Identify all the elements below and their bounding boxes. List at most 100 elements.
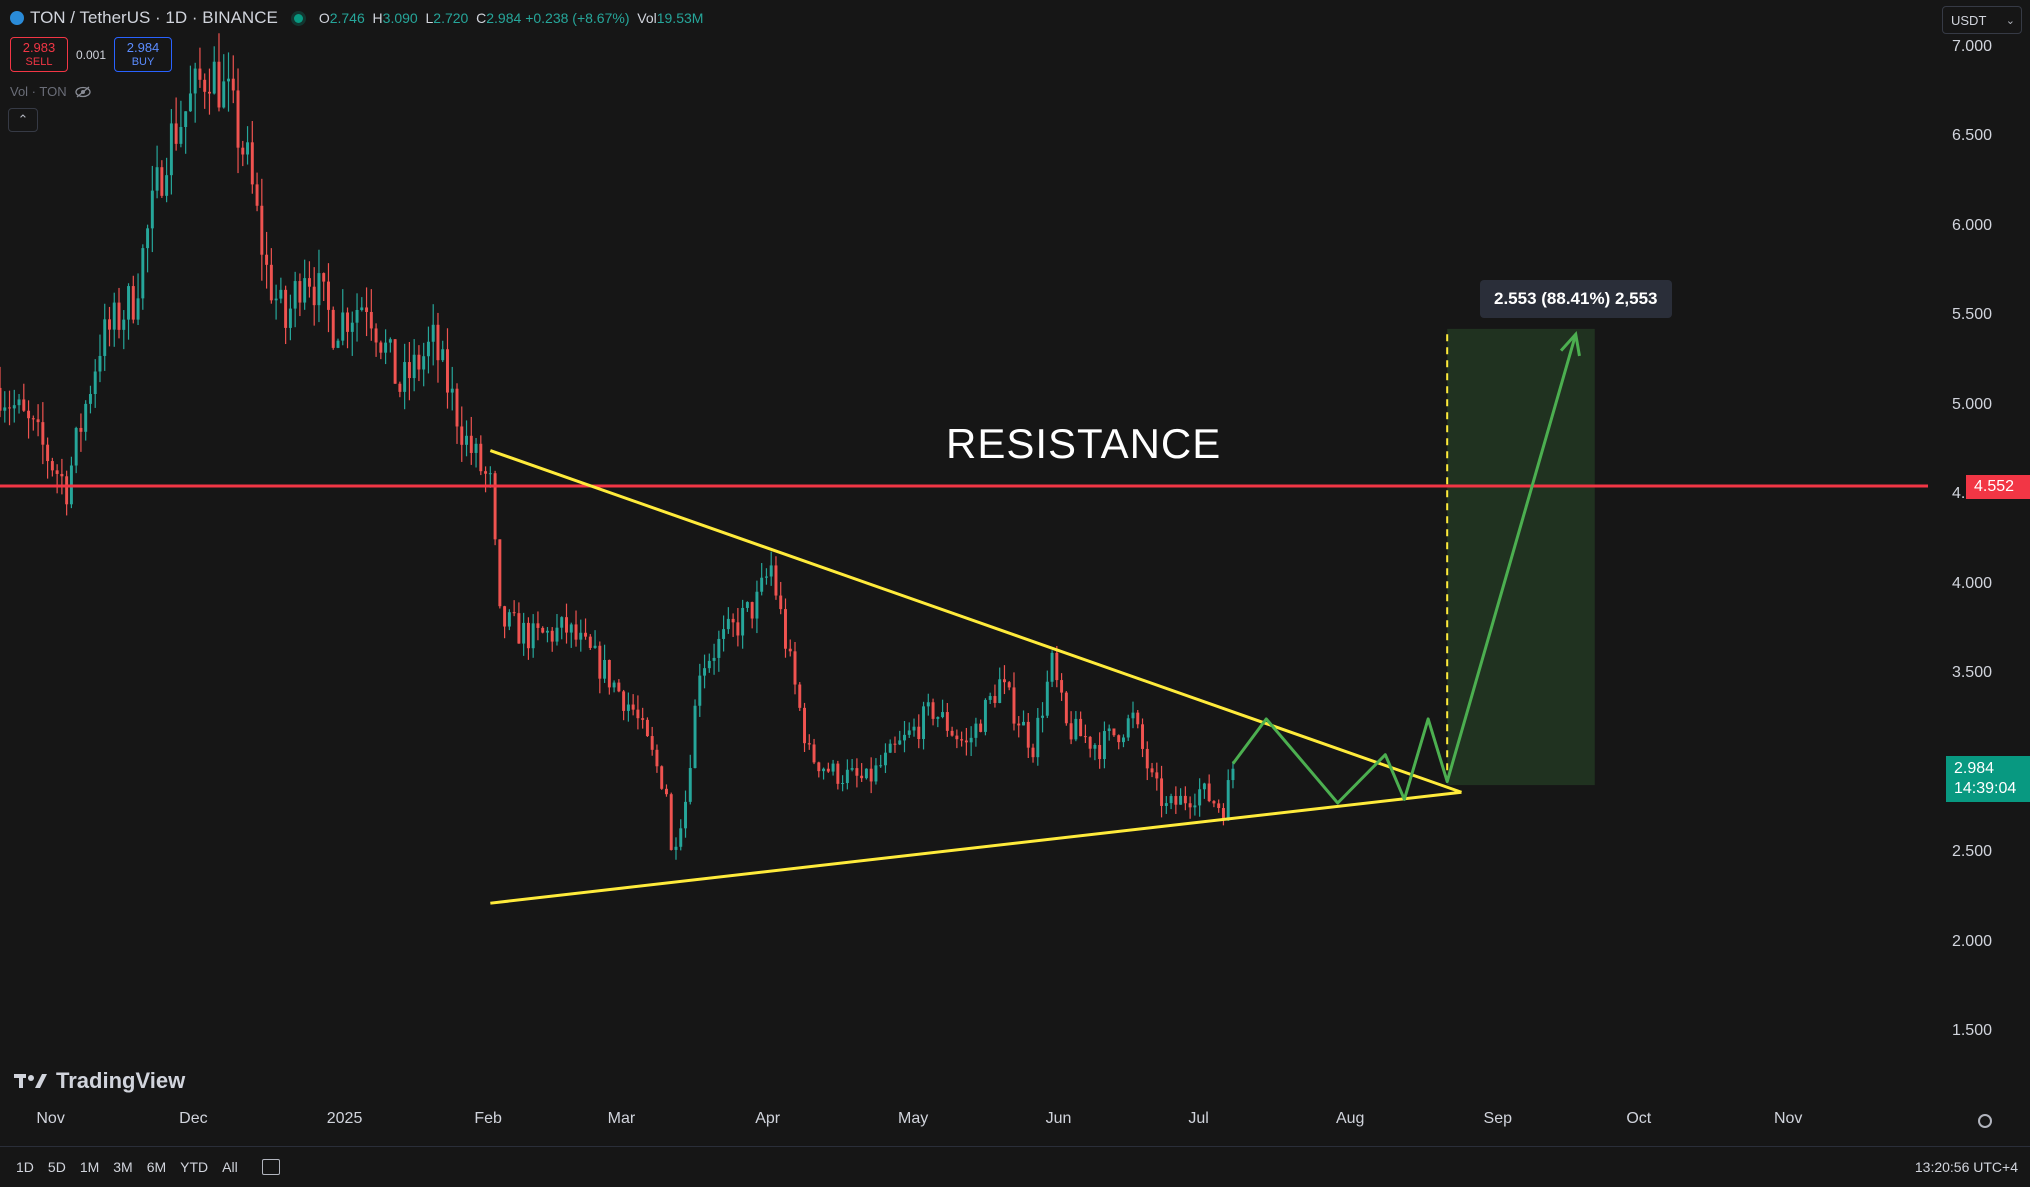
candle-body xyxy=(1107,728,1111,732)
clock[interactable]: 13:20:56 UTC+4 xyxy=(1914,1159,2018,1175)
price-axis-label: 4.000 xyxy=(1951,574,1992,592)
change-value: +0.238 (+8.67%) xyxy=(525,10,630,26)
candle-body xyxy=(341,312,345,341)
candle-body xyxy=(450,388,454,393)
candle-body xyxy=(731,618,735,623)
candle-body xyxy=(550,630,554,642)
sell-button[interactable]: 2.983 SELL xyxy=(10,37,68,72)
currency-selector[interactable]: USDT ⌄ xyxy=(1942,6,2022,34)
symbol-legend[interactable]: TON / TetherUS · 1D · BINANCE O2.746 H3.… xyxy=(10,8,703,28)
candle-body xyxy=(845,769,849,784)
time-axis-label: Feb xyxy=(474,1110,502,1127)
candle-body xyxy=(108,319,111,330)
candle-body xyxy=(1207,783,1211,802)
candle-body xyxy=(898,740,902,745)
candle-body xyxy=(326,281,330,310)
candle-body xyxy=(974,723,978,738)
candle-body xyxy=(365,307,369,312)
candle-body xyxy=(941,712,945,718)
volume-value: 19.53M xyxy=(656,10,704,26)
candle-body xyxy=(565,617,568,633)
candle-body xyxy=(960,739,964,741)
candle-body xyxy=(1198,789,1202,806)
candle-body xyxy=(22,399,26,411)
range-1d-button[interactable]: 1D xyxy=(16,1159,34,1175)
calendar-icon[interactable] xyxy=(261,1159,280,1175)
range-1m-button[interactable]: 1M xyxy=(79,1159,100,1175)
candle-body xyxy=(336,340,340,348)
candle-body xyxy=(574,624,578,640)
candle-body xyxy=(1112,728,1116,736)
candle-body xyxy=(265,254,269,265)
chevron-up-icon[interactable]: ⌃ xyxy=(8,108,38,132)
range-6m-button[interactable]: 6M xyxy=(146,1159,167,1175)
candle-body xyxy=(860,775,864,779)
candle-body xyxy=(1193,805,1197,808)
resistance-annotation[interactable]: RESISTANCE xyxy=(946,420,1222,467)
candle-body xyxy=(1226,780,1230,821)
candle-body xyxy=(1221,808,1225,821)
candle-body xyxy=(798,684,802,708)
candle-body xyxy=(231,78,235,91)
market-open-icon xyxy=(293,13,303,23)
candle-body xyxy=(1055,652,1059,681)
candle-body xyxy=(1036,717,1040,758)
candle-body xyxy=(936,717,940,719)
candle-body xyxy=(455,388,459,427)
candle-body xyxy=(46,444,50,462)
candle-body xyxy=(79,427,83,432)
candle-body xyxy=(1169,796,1173,804)
symbol-title[interactable]: TON / TetherUS · 1D · BINANCE xyxy=(30,8,278,27)
candle-body xyxy=(1022,721,1025,726)
high-value: 3.090 xyxy=(382,10,418,26)
candle-body xyxy=(246,142,250,155)
candle-body xyxy=(793,651,797,685)
measure-label[interactable]: 2.553 (88.41%) 2,553 xyxy=(1480,280,1672,318)
range-3m-button[interactable]: 3M xyxy=(113,1159,133,1175)
candle-body xyxy=(526,622,530,649)
candle-body xyxy=(569,624,573,633)
ohlc-values: O2.746 H3.090 L2.720 C2.984 +0.238 (+8.6… xyxy=(318,10,704,26)
price-chart[interactable] xyxy=(0,0,1928,1108)
candle-body xyxy=(493,473,497,540)
range-5d-button[interactable]: 5D xyxy=(47,1159,66,1175)
candle-body xyxy=(203,79,207,92)
tradingview-watermark: TradingView xyxy=(14,1068,185,1094)
candle-body xyxy=(1136,712,1140,725)
candle-body xyxy=(488,473,492,475)
candle-body xyxy=(1083,736,1087,738)
close-value: 2.984 xyxy=(486,10,522,26)
candle-body xyxy=(412,354,416,379)
candle-body xyxy=(407,362,411,379)
volume-indicator-label[interactable]: Vol · TON xyxy=(10,84,91,99)
candle-body xyxy=(469,435,473,453)
candle-body xyxy=(0,387,2,411)
candle-body xyxy=(812,744,816,763)
arrow-head-icon xyxy=(1559,330,1581,357)
range-ytd-button[interactable]: YTD xyxy=(180,1159,209,1175)
candle-body xyxy=(545,630,549,633)
time-axis-label: Sep xyxy=(1483,1110,1513,1127)
candle-body xyxy=(579,632,583,640)
candle-body xyxy=(222,81,226,108)
tradingview-logo-icon xyxy=(14,1074,47,1088)
time-axis-label: 2025 xyxy=(326,1110,363,1127)
candle-body xyxy=(322,273,326,282)
candle-body xyxy=(736,622,740,636)
candle-body xyxy=(983,699,987,732)
candle-body xyxy=(293,281,297,309)
bar-countdown: 14:39:04 xyxy=(1954,780,2017,797)
candle-body xyxy=(1017,723,1021,726)
eye-off-icon[interactable] xyxy=(74,86,91,98)
price-axis-label: 6.500 xyxy=(1951,127,1992,145)
candle-body xyxy=(1179,795,1183,805)
candle-body xyxy=(607,660,611,688)
candle-body xyxy=(1174,796,1178,805)
candle-body xyxy=(712,657,716,661)
range-all-button[interactable]: All xyxy=(222,1159,238,1175)
settings-icon[interactable] xyxy=(1978,1114,1992,1128)
candle-body xyxy=(169,123,173,176)
chart-pane[interactable]: TON / TetherUS · 1D · BINANCE O2.746 H3.… xyxy=(0,0,1928,1108)
candle-body xyxy=(1188,803,1192,808)
buy-button[interactable]: 2.984 BUY xyxy=(114,37,173,72)
